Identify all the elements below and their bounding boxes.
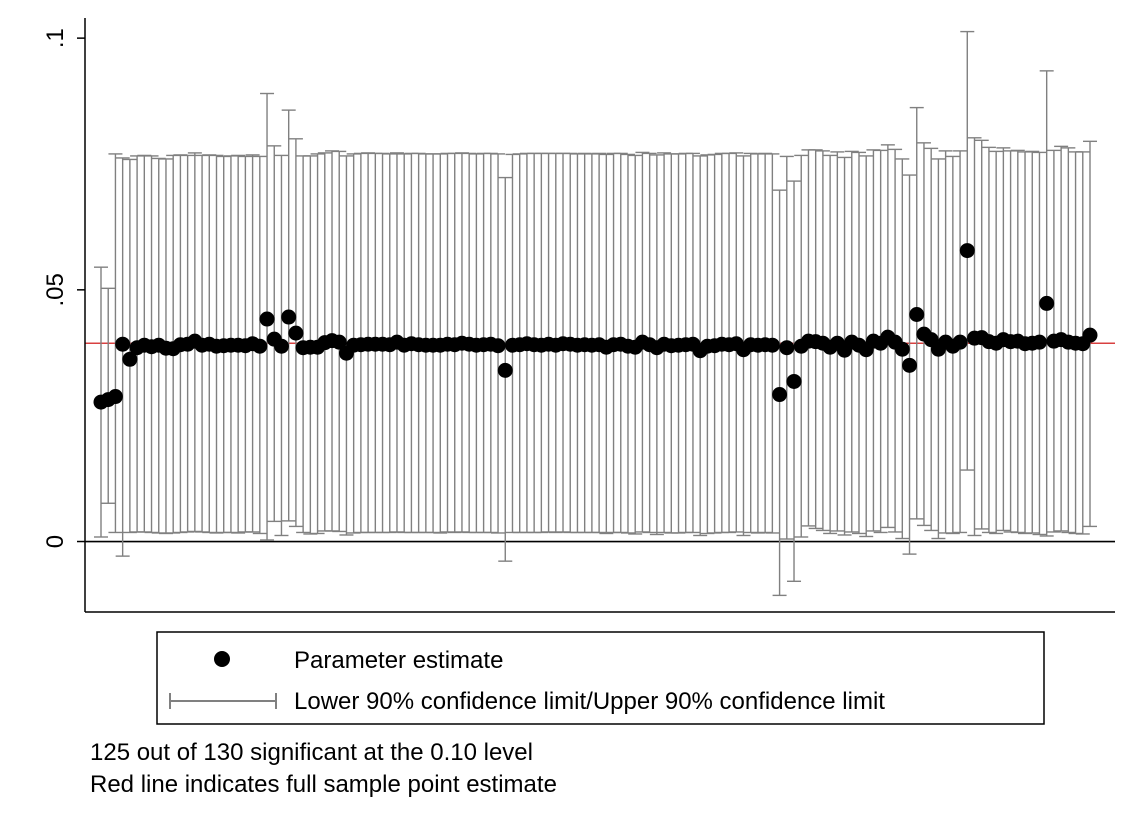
y-axis-ticks: 0 .05 .1: [42, 28, 85, 548]
legend-label-estimate: Parameter estimate: [294, 647, 503, 674]
estimate-point: [772, 387, 788, 403]
estimate-point: [273, 338, 289, 354]
estimate-point: [764, 337, 780, 353]
legend-box: [156, 631, 1045, 725]
estimate-point: [952, 334, 968, 350]
note-significance: 125 out of 130 significant at the 0.10 l…: [90, 739, 533, 766]
legend-marker-estimate: [214, 651, 230, 667]
plot-area: 0 .05 .1: [42, 18, 1115, 613]
estimate-point: [252, 338, 268, 354]
estimate-point: [902, 357, 918, 373]
estimate-point: [786, 373, 802, 389]
estimate-point: [490, 338, 506, 354]
estimate-point: [497, 362, 513, 378]
parameter-estimates: [93, 243, 1098, 410]
estimate-point: [1031, 334, 1047, 350]
estimate-point: [1039, 295, 1055, 311]
estimate-point: [122, 351, 138, 367]
estimate-point: [1082, 327, 1098, 343]
estimate-point: [281, 309, 297, 325]
estimate-point: [107, 389, 123, 405]
ci-bar: [115, 157, 130, 557]
estimate-point: [115, 336, 131, 352]
estimate-point: [288, 325, 304, 341]
estimate-point: [959, 243, 975, 259]
y-tick-label: .05: [42, 273, 69, 306]
estimate-point: [259, 311, 275, 327]
note-red-line: Red line indicates full sample point est…: [90, 771, 557, 798]
legend-label-ci: Lower 90% confidence limit/Upper 90% con…: [294, 688, 885, 715]
legend-marker-ci: [169, 693, 277, 709]
estimate-point: [779, 340, 795, 356]
estimate-point: [909, 306, 925, 322]
y-tick-label: .1: [42, 28, 69, 48]
estimate-point: [331, 334, 347, 350]
estimate-point: [894, 341, 910, 357]
y-tick-label: 0: [42, 535, 69, 548]
legend: Parameter estimate Lower 90% confidence …: [156, 631, 1045, 725]
